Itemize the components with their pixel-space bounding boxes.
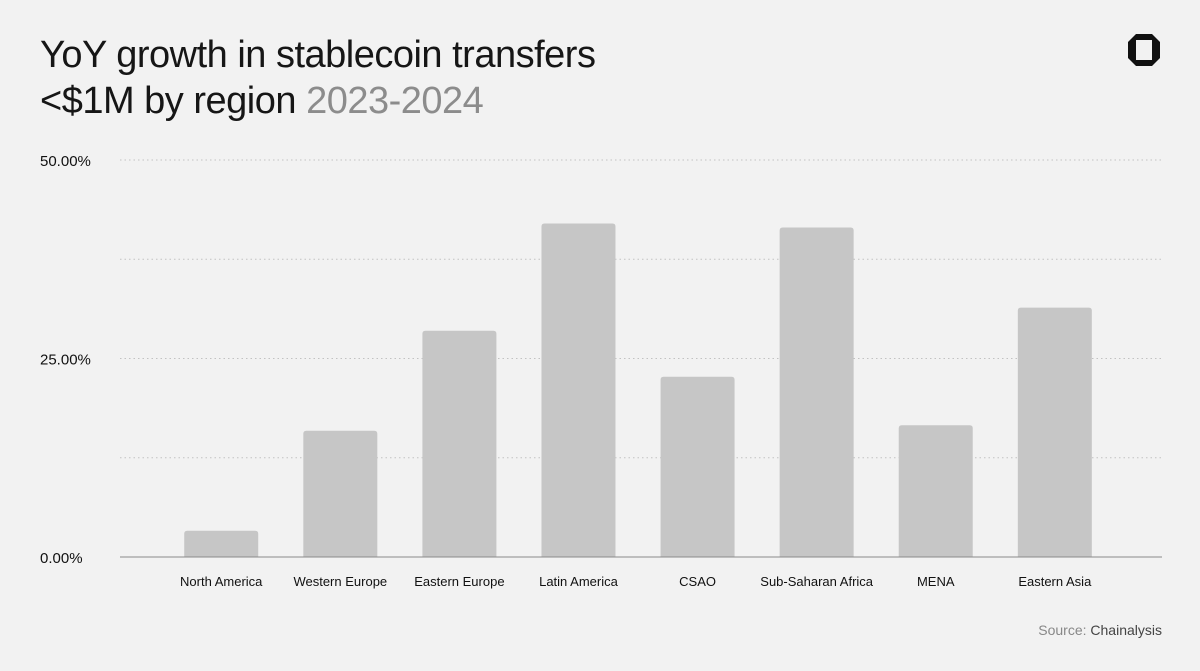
bar — [184, 530, 259, 557]
x-tick-label: Latin America — [539, 574, 619, 589]
chainalysis-logo-icon — [1128, 34, 1160, 66]
x-tick-label: Eastern Asia — [1018, 574, 1092, 589]
bar — [660, 376, 735, 557]
source-value: Chainalysis — [1090, 622, 1162, 638]
y-tick-label: 0.00% — [40, 550, 83, 567]
title-region-text: <$1M by region — [40, 80, 297, 122]
x-tick-label: Sub-Saharan Africa — [760, 574, 874, 589]
bar — [779, 227, 854, 558]
x-tick-label: Eastern Europe — [414, 574, 504, 589]
title-line-1: YoY growth in stablecoin transfers — [40, 34, 596, 76]
source-note: Source: Chainalysis — [1038, 622, 1162, 638]
chart-title: YoY growth in stablecoin transfers <$1M … — [40, 32, 596, 124]
bar — [541, 223, 616, 557]
bar — [898, 425, 973, 557]
y-tick-label: 25.00% — [40, 352, 91, 369]
title-line-2: <$1M by region 2023-2024 — [40, 78, 595, 124]
title-years: 2023-2024 — [306, 80, 484, 122]
x-tick-label: North America — [180, 574, 263, 589]
x-tick-label: Western Europe — [293, 574, 387, 589]
source-label: Source: — [1038, 622, 1087, 638]
x-tick-label: MENA — [917, 574, 955, 589]
y-tick-label: 50.00% — [40, 153, 91, 170]
bar — [303, 430, 378, 557]
bar — [422, 330, 497, 557]
x-tick-label: CSAO — [679, 574, 716, 589]
bar — [1017, 307, 1092, 557]
